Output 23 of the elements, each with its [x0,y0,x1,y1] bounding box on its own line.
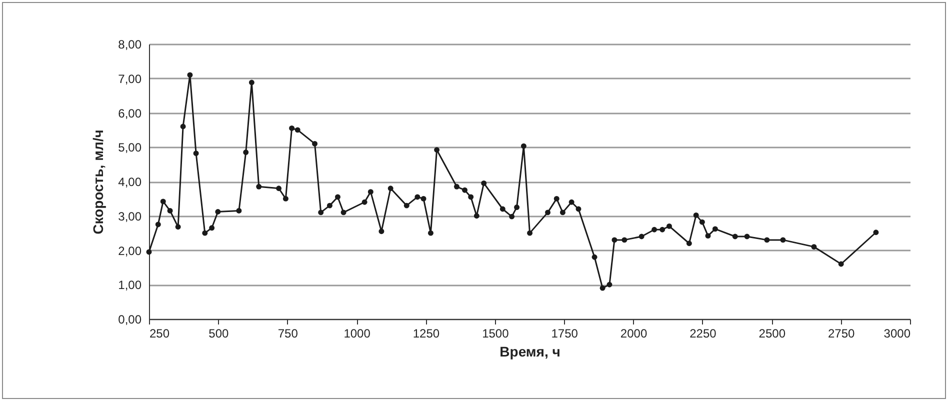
y-tick-label: 5,00 [118,140,142,155]
y-tick-label: 6,00 [118,106,142,120]
y-tick-label: 2,00 [118,244,142,258]
x-tick-label: 2000 [620,326,648,340]
y-tick-label: 7,00 [118,72,142,86]
y-tick-label: 4,00 [118,175,142,189]
x-tick-label: 1500 [482,326,510,340]
y-tick-label: 8,00 [118,38,142,52]
x-tick-label: 750 [278,326,298,340]
x-tick-label: 2250 [690,326,717,340]
y-tick-label: 1,00 [118,278,142,292]
x-tick-label: 500 [208,326,230,340]
x-tick-label: 1000 [344,326,371,340]
x-tick-label: 250 [150,326,170,340]
x-tick-label: 1750 [551,326,578,340]
y-tick-label: 3,00 [118,209,142,224]
y-axis-title: Скорость, мл/ч [90,130,106,234]
x-axis-title: Время, ч [500,344,560,360]
x-tick-label: 3000 [884,326,911,340]
x-tick-label: 2500 [758,326,786,340]
x-tick-label: 1250 [412,326,440,340]
x-tick-label: 2750 [828,326,855,340]
y-tick-label: 0,00 [118,312,142,326]
